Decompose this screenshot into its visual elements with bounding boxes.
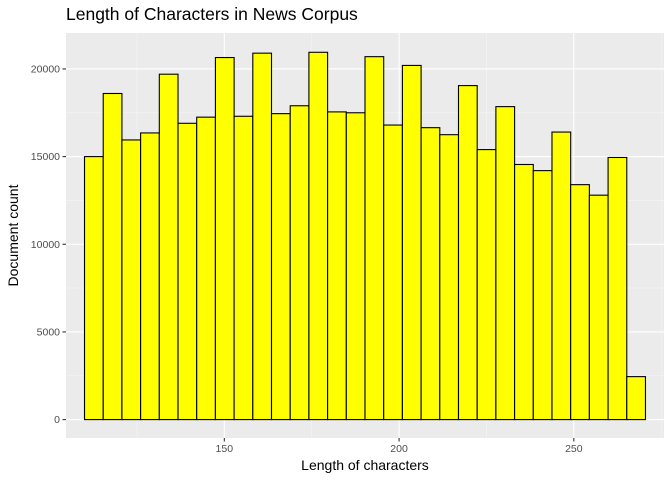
histogram-bar: [401, 64, 422, 421]
histogram-bar: [514, 163, 534, 421]
histogram-bar: [495, 106, 516, 421]
x-axis-title: Length of characters: [301, 457, 429, 473]
histogram-bar: [327, 111, 347, 421]
histogram-bar: [308, 51, 329, 421]
x-tick-label: 200: [390, 443, 408, 455]
chart-title: Length of Characters in News Corpus: [66, 4, 358, 24]
histogram-bar: [532, 170, 553, 421]
histogram-bar: [439, 134, 460, 421]
histogram-bars: [83, 51, 647, 421]
histogram-bar: [270, 113, 291, 421]
histogram-bar: [252, 52, 273, 421]
histogram-bar: [476, 149, 497, 421]
y-tick-label: 20000: [31, 64, 60, 76]
histogram-bar: [345, 112, 366, 421]
histogram-bar: [551, 131, 572, 421]
y-tick-label: 0: [54, 414, 60, 426]
x-tick-label: 150: [216, 443, 234, 455]
y-tick-label: 5000: [37, 327, 61, 339]
histogram-bar: [383, 124, 403, 421]
histogram-bar: [121, 139, 142, 421]
histogram-bar: [588, 194, 609, 421]
histogram-bar: [457, 85, 478, 421]
histogram-bar: [364, 56, 385, 421]
histogram-bar: [607, 156, 628, 421]
histogram-bar: [83, 156, 104, 421]
histogram-bar: [233, 115, 254, 421]
histogram-bar: [196, 116, 216, 421]
histogram-bar: [420, 127, 441, 421]
x-tick-label: 250: [565, 443, 583, 455]
histogram-bar: [570, 184, 590, 421]
histogram-bar: [102, 92, 123, 421]
histogram-bar: [140, 132, 160, 421]
histogram-bar: [214, 56, 235, 421]
y-tick-label: 10000: [31, 239, 60, 251]
y-tick-label: 15000: [31, 151, 60, 163]
y-axis: 0 5000 10000 15000 20000: [31, 64, 66, 426]
y-axis-title: Document count: [5, 184, 21, 286]
histogram-bar: [158, 73, 179, 421]
histogram-bar: [177, 122, 198, 421]
histogram-bar: [289, 105, 310, 421]
x-axis: 150 200 250: [216, 438, 583, 455]
histogram-bar: [626, 376, 647, 421]
